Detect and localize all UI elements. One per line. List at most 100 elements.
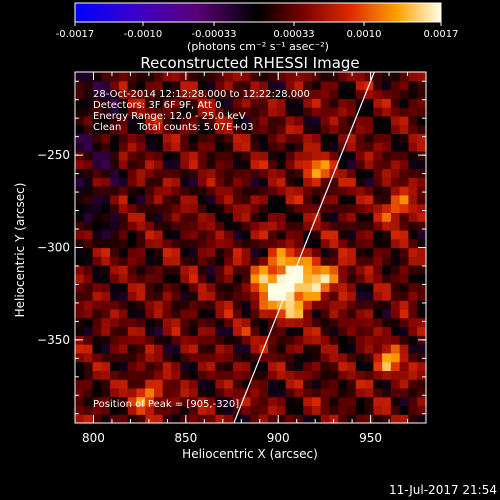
heatmap-cell (311, 344, 322, 354)
heatmap-cell (268, 203, 278, 214)
heatmap-cell (250, 229, 260, 240)
heatmap-cell (206, 150, 217, 161)
heatmap-cell (399, 344, 410, 354)
heatmap-cell (180, 212, 190, 222)
heatmap-cell (285, 177, 295, 187)
heatmap-cell (92, 396, 102, 407)
heatmap-cell (417, 317, 426, 328)
heatmap-cell (224, 229, 234, 240)
heatmap-cell (320, 308, 331, 319)
heatmap-cell (408, 98, 418, 108)
heatmap-cell (382, 335, 392, 345)
heatmap-cell (417, 238, 426, 249)
heatmap-cell (347, 133, 357, 143)
heatmap-cell (162, 291, 173, 301)
heatmap-cell (197, 142, 208, 152)
heatmap-cell (83, 317, 94, 328)
heatmap-cell (408, 352, 418, 363)
heatmap-cell (101, 256, 111, 266)
heatmap-cell (268, 89, 278, 99)
heatmap-cell (268, 308, 278, 319)
heatmap-cell (75, 414, 85, 423)
heatmap-cell (127, 291, 138, 301)
heatmap-cell (162, 89, 173, 99)
heatmap-cell (241, 379, 252, 389)
heatmap-cell (224, 326, 234, 336)
heatmap-cell (83, 326, 94, 336)
heatmap-cell (180, 317, 190, 328)
heatmap-cell (197, 89, 208, 99)
heatmap-cell (118, 352, 129, 363)
heatmap-cell (92, 282, 102, 292)
heatmap-cell (364, 159, 374, 170)
heatmap-cell (338, 256, 348, 266)
heatmap-cell (171, 194, 181, 205)
heatmap-cell (241, 124, 252, 135)
heatmap-cell (232, 89, 243, 99)
heatmap-cell (215, 89, 225, 99)
heatmap-cell (206, 282, 217, 292)
heatmap-cell (338, 150, 348, 161)
heatmap-cell (285, 282, 295, 292)
heatmap-cell (373, 186, 383, 196)
heatmap-cell (136, 370, 146, 380)
heatmap-cell (232, 115, 243, 126)
heatmap-cell (145, 335, 155, 345)
heatmap-cell (373, 133, 383, 143)
heatmap-cell (390, 107, 401, 117)
x-tick-label: 900 (267, 431, 290, 445)
heatmap-cell (162, 124, 173, 135)
heatmap-cell (232, 229, 243, 240)
heatmap-cell (303, 300, 313, 310)
heatmap-cell (180, 256, 190, 266)
heatmap-cell (189, 107, 199, 117)
heatmap-cell (329, 186, 339, 196)
heatmap-cell (268, 300, 278, 310)
heatmap-cell (171, 186, 181, 196)
heatmap-cell (338, 379, 348, 389)
heatmap-cell (303, 203, 313, 214)
heatmap-cell (276, 273, 287, 284)
heatmap-cell (241, 326, 252, 336)
heatmap-cell (83, 194, 94, 205)
heatmap-cell (224, 387, 234, 398)
heatmap-cell (338, 282, 348, 292)
heatmap-cell (399, 387, 410, 398)
heatmap-cell (373, 344, 383, 354)
heatmap-cell (180, 300, 190, 310)
heatmap-cell (311, 203, 322, 214)
heatmap-cell (276, 229, 287, 240)
heatmap-cell (197, 396, 208, 407)
annotation-detectors: Detectors: 3F 6F 9F, Att 0 (93, 100, 221, 111)
heatmap-cell (197, 308, 208, 319)
heatmap-cell (259, 352, 269, 363)
heatmap-cell (250, 186, 260, 196)
heatmap-cell (127, 396, 138, 407)
heatmap-cell (127, 98, 138, 108)
heatmap-cell (417, 247, 426, 257)
heatmap-cell (364, 335, 374, 345)
heatmap-cell (285, 352, 295, 363)
heatmap-cell (101, 177, 111, 187)
heatmap-cell (399, 256, 410, 266)
heatmap-cell (197, 414, 208, 423)
heatmap-cell (320, 115, 331, 126)
heatmap-cell (417, 282, 426, 292)
heatmap-cell (390, 317, 401, 328)
heatmap-cell (347, 238, 357, 249)
heatmap-cell (171, 168, 181, 178)
heatmap-cell (197, 80, 208, 91)
heatmap-cell (92, 387, 102, 398)
heatmap-cell (206, 194, 217, 205)
heatmap-cell (75, 186, 85, 196)
heatmap-cell (382, 177, 392, 187)
heatmap-cell (206, 396, 217, 407)
heatmap-cell (83, 124, 94, 135)
heatmap-cell (92, 72, 102, 82)
heatmap-cell (92, 405, 102, 415)
heatmap-cell (399, 326, 410, 336)
heatmap-cell (250, 361, 260, 371)
heatmap-cell (320, 229, 331, 240)
heatmap-cell (276, 256, 287, 266)
heatmap-cell (118, 168, 129, 178)
